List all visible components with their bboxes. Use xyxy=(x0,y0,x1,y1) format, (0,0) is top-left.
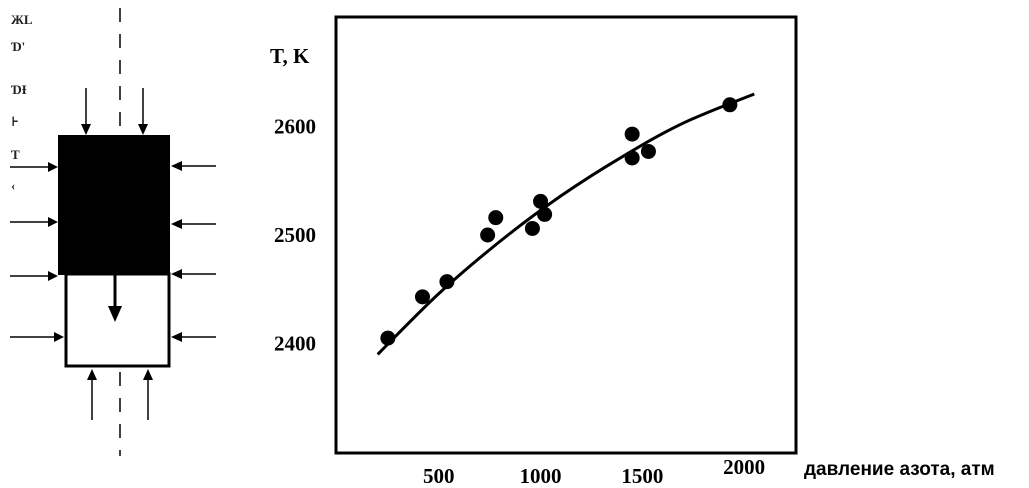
burned-zone xyxy=(58,135,170,275)
fit-curve xyxy=(376,92,755,356)
margin-mark: ƊƗ xyxy=(11,82,27,97)
y-tick-label: 2600 xyxy=(274,115,316,139)
margin-mark: ⊦ xyxy=(11,114,19,129)
data-point xyxy=(533,193,549,209)
y-tick-label: 2400 xyxy=(274,332,316,356)
y-axis-label: T, K xyxy=(270,44,310,68)
pressure-arrows-bottom xyxy=(87,369,153,420)
y-tick-labels: 2400 2500 2600 xyxy=(274,115,316,356)
margin-mark: Ƭ xyxy=(11,147,20,162)
data-point xyxy=(480,227,496,243)
data-point xyxy=(414,289,430,305)
x-tick-label: 1500 xyxy=(621,464,663,488)
data-point xyxy=(524,220,540,236)
x-tick-label: 500 xyxy=(423,464,455,488)
data-point xyxy=(640,143,656,159)
x-tick-labels: 500 1000 1500 2000 xyxy=(423,455,765,488)
data-point xyxy=(380,330,396,346)
data-point xyxy=(439,274,455,290)
pressure-arrows-top xyxy=(81,88,148,135)
x-tick-label: 1000 xyxy=(520,464,562,488)
plot-frame xyxy=(334,15,798,455)
data-point xyxy=(722,97,738,113)
sample-schematic xyxy=(10,8,216,456)
data-point xyxy=(488,210,504,226)
y-tick-label: 2500 xyxy=(274,223,316,247)
chart: T, K давление азота, атм 2400 2500 2600 50… xyxy=(270,15,995,488)
margin-mark: Ɗ' xyxy=(11,39,25,54)
margin-mark: ‹ xyxy=(11,178,15,193)
margin-marks: ЖL Ɗ' ƊƗ ⊦ Ƭ ‹ xyxy=(11,12,33,193)
unburned-zone xyxy=(64,272,171,368)
margin-mark: ЖL xyxy=(11,12,33,27)
data-point xyxy=(537,206,553,222)
data-point xyxy=(624,150,640,166)
data-points xyxy=(380,97,738,346)
pressure-arrows-left xyxy=(10,162,64,342)
front-direction-arrow xyxy=(108,274,122,322)
data-point xyxy=(624,126,640,142)
x-axis-label: давление азота, атм xyxy=(804,459,995,480)
x-tick-label: 2000 xyxy=(723,455,765,479)
pressure-arrows-right xyxy=(171,161,216,342)
